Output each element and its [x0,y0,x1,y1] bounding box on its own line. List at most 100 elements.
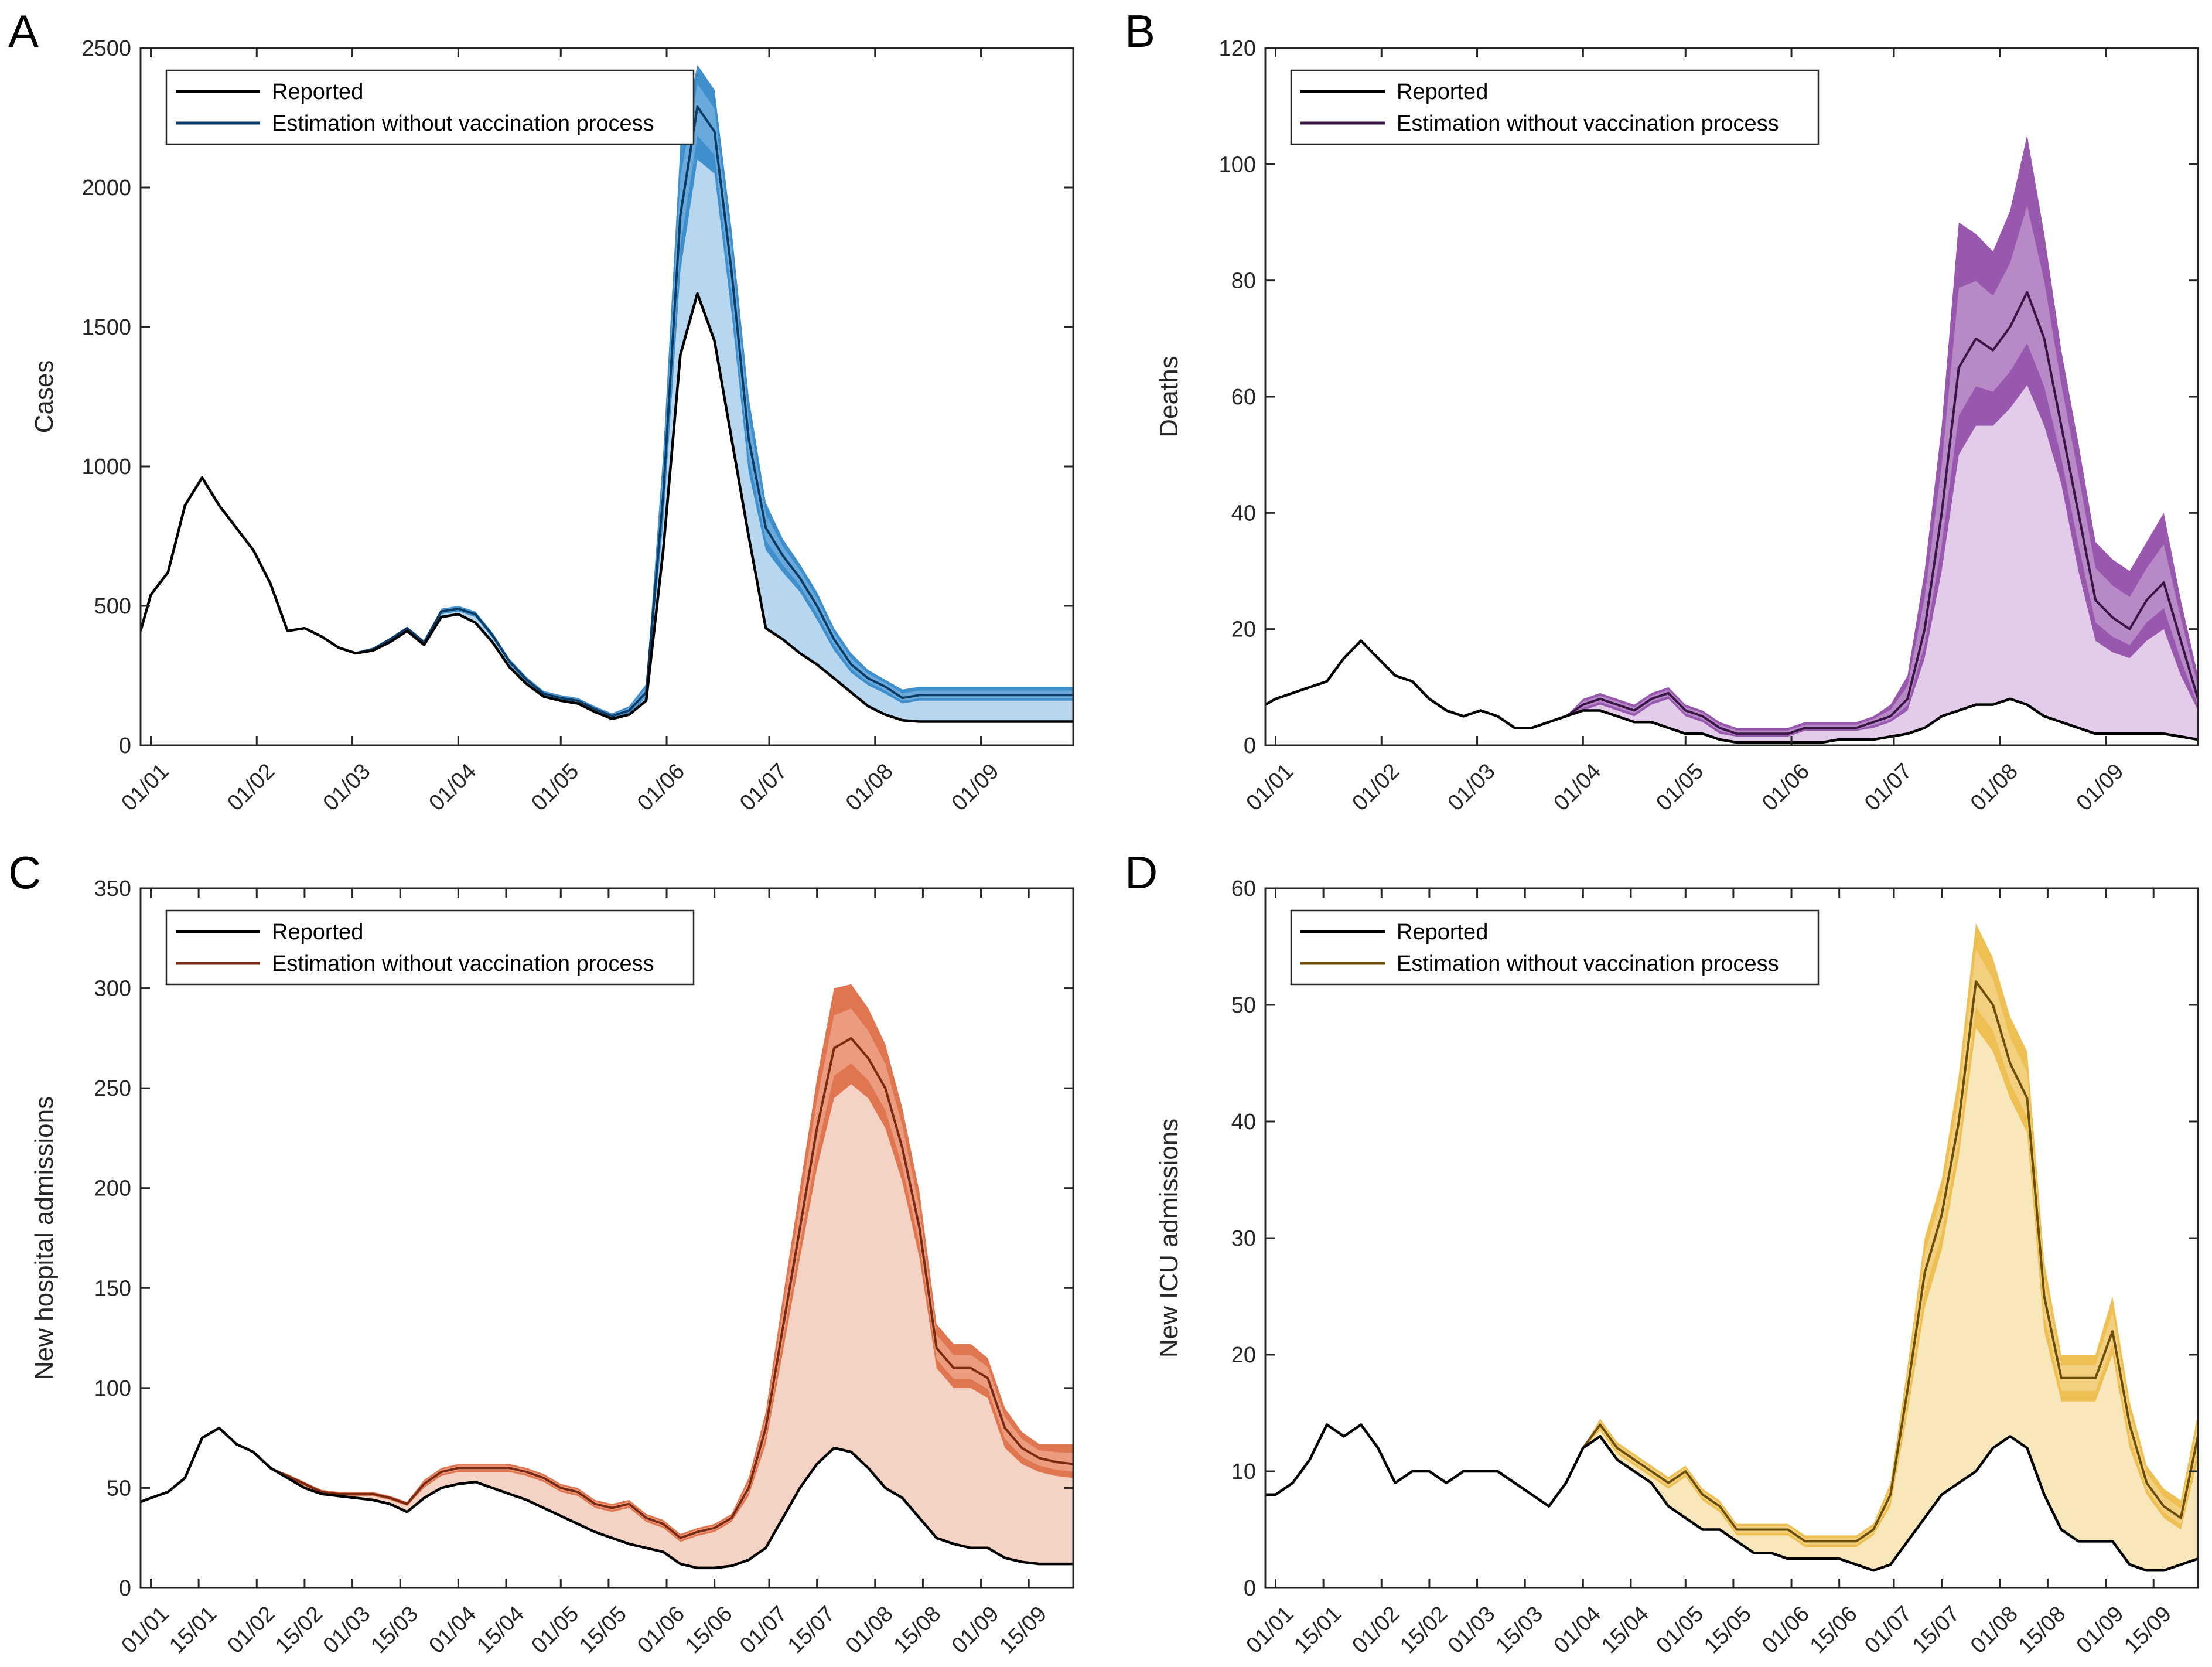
x-tick-label: 01/03 [319,759,376,816]
plot-area [1265,923,2198,1572]
panel-b: 0 20 40 60 80 100 120 01/01 01/02 01/03 01/04 01/05… [1125,5,2199,816]
axes-frame [139,887,1074,1589]
x-tick-label: 01/05 [527,1601,583,1658]
y-axis-label: Cases [30,360,59,434]
y-tick-label: 350 [94,877,131,901]
legend-reported-label: Reported [1397,80,1488,104]
x-tick-label: 01/06 [1757,1601,1814,1658]
y-axis-label: New ICU admissions [1155,1119,1183,1358]
credible-band-inner [141,83,1073,717]
y-tick-label: 10 [1231,1460,1256,1484]
x-tick-label: 15/07 [783,1601,840,1658]
x-tick-label: 15/07 [1908,1601,1965,1658]
legend-box [165,909,695,986]
legend-box [1290,909,1820,986]
x-tick-label: 01/02 [223,759,279,816]
plot-area [1265,135,2198,744]
panel-letter: A [8,5,39,57]
legend-estimation-label: Estimation without vaccination process [1397,111,1779,136]
x-tick-label: 01/06 [633,759,689,816]
y-tick-label: 300 [94,977,131,1001]
x-tick-label: 15/05 [575,1601,631,1658]
x-tick-label: 01/09 [2072,759,2129,816]
x-tick-label: 01/06 [633,1601,689,1658]
x-tick-label: 01/01 [1242,1601,1299,1658]
reported-line [141,292,1073,723]
y-tick-label: 200 [94,1177,131,1201]
x-tick-label: 15/01 [1289,1601,1346,1658]
y-tick-label: 60 [1231,385,1256,410]
y-tick-label: 1500 [81,315,131,340]
legend: Reported Estimation without vaccination p… [1290,69,1820,145]
y-tick-label: 40 [1231,1110,1256,1134]
x-tick-label: 01/03 [1443,1601,1500,1658]
plot-area [141,984,1073,1570]
x-tick-label: 15/06 [681,1601,738,1658]
x-tick-label: 01/04 [1549,1601,1606,1658]
y-tick-label: 250 [94,1076,131,1101]
x-tick-label: 01/07 [735,759,792,816]
x-tick-label: 01/09 [947,759,1004,816]
x-tick-label: 01/01 [117,759,174,816]
reported-line [1265,639,2198,744]
x-tick-label: 15/05 [1699,1601,1756,1658]
estimation-gap-band [1265,981,2198,1571]
x-tick-label: 15/04 [472,1601,529,1658]
x-tick-label: 15/09 [2119,1601,2176,1658]
y-tick-label: 60 [1231,877,1256,901]
x-tick-label: 01/03 [319,1601,376,1658]
y-tick-label: 1000 [81,455,131,479]
x-tick-label: 01/08 [841,1601,898,1658]
y-tick-label: 0 [119,734,131,758]
x-tick-label: 01/05 [1651,759,1708,816]
estimation-gap-band [141,1038,1073,1568]
x-tick-label: 15/02 [271,1601,327,1658]
y-axis-label: New hospital admissions [30,1096,59,1380]
x-tick-label: 01/04 [1549,759,1606,816]
y-tick-label: 500 [94,594,131,619]
x-tick-label: 15/03 [1491,1601,1548,1658]
x-tick-label: 01/05 [1651,1601,1708,1658]
x-tick-label: 01/07 [1860,759,1917,816]
x-tick-label: 15/09 [995,1601,1052,1658]
x-tick-label: 01/08 [1966,759,2023,816]
x-tick-label: 01/09 [947,1601,1004,1658]
x-tick-label: 15/04 [1597,1601,1654,1658]
credible-band-outer [141,64,1073,718]
y-tick-label: 30 [1231,1226,1256,1251]
y-tick-label: 80 [1231,269,1256,294]
y-tick-label: 2000 [81,176,131,200]
legend: Reported Estimation without vaccination p… [165,909,695,986]
y-tick-label: 20 [1231,618,1256,642]
y-tick-label: 0 [1244,734,1256,758]
panel-letter: C [8,847,41,898]
legend-estimation-label: Estimation without vaccination process [272,111,654,136]
axes-frame [139,47,1074,746]
x-tick-label: 01/08 [1966,1601,2023,1658]
y-axis-label: Deaths [1155,356,1183,437]
x-tick-label: 01/02 [1347,1601,1404,1658]
panel-letter: B [1125,5,1155,57]
y-tick-label: 40 [1231,501,1256,526]
y-tick-label: 2500 [81,36,131,61]
y-tick-label: 0 [119,1576,131,1601]
legend: Reported Estimation without vaccination p… [165,69,695,145]
x-tick-label: 01/01 [1242,759,1299,816]
x-tick-label: 01/05 [527,759,583,816]
reported-line [141,1426,1073,1570]
x-tick-label: 01/03 [1443,759,1500,816]
x-tick-label: 15/02 [1395,1601,1452,1658]
legend: Reported Estimation without vaccination p… [1290,909,1820,986]
legend-reported-label: Reported [272,920,363,945]
legend-reported-label: Reported [1397,920,1488,945]
x-tick-label: 01/02 [1347,759,1404,816]
credible-band-inner [1265,206,2198,735]
x-tick-label: 01/07 [1860,1601,1917,1658]
x-tick-label: 01/09 [2072,1601,2129,1658]
x-tick-label: 01/02 [223,1601,279,1658]
x-tick-label: 15/08 [2014,1601,2071,1658]
x-tick-label: 01/01 [117,1601,174,1658]
x-tick-label: 01/08 [841,759,898,816]
